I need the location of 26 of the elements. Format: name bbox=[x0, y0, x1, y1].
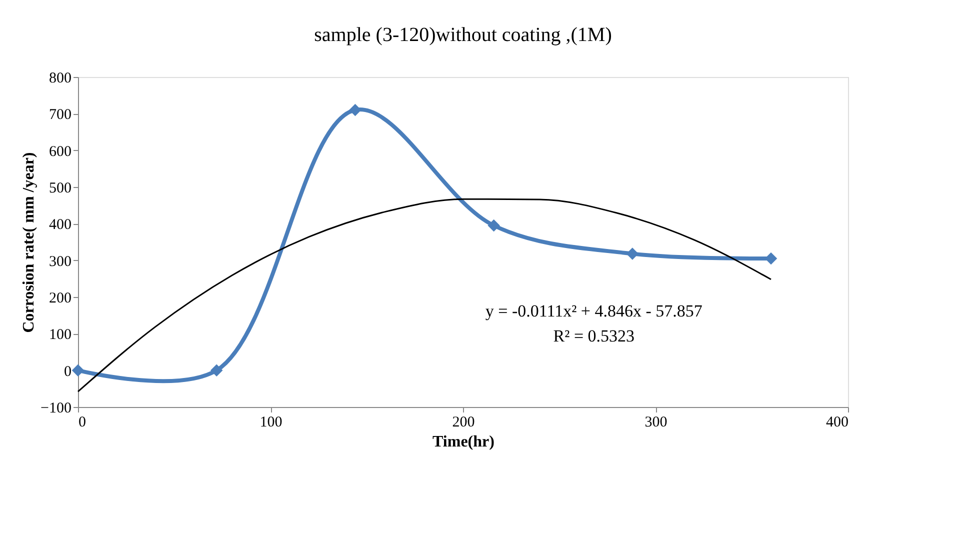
y-tick-label: −100 bbox=[40, 400, 72, 416]
y-tick-label: 300 bbox=[49, 254, 72, 270]
y-tick-label: 800 bbox=[49, 70, 72, 86]
x-tick-label: 200 bbox=[452, 414, 475, 430]
x-tick-label: 300 bbox=[644, 414, 668, 430]
y-tick-label: 100 bbox=[49, 327, 72, 344]
y-tick-label: 600 bbox=[49, 144, 72, 160]
point bbox=[626, 248, 639, 260]
y-tick-label: 200 bbox=[49, 290, 72, 306]
y-tick-label: 0 bbox=[64, 364, 72, 380]
annotation: R² = 0.5323 bbox=[553, 326, 635, 346]
x-axis-title: Time(hr) bbox=[432, 434, 494, 450]
point bbox=[72, 364, 84, 376]
point bbox=[210, 364, 223, 376]
annotation: y = -0.0111x² + 4.846x - 57.857 bbox=[485, 301, 703, 320]
point bbox=[349, 104, 362, 116]
y-axis-title: Corrosion rate( mm /year) bbox=[20, 152, 38, 333]
y-tick-label: 500 bbox=[49, 180, 72, 196]
line-series bbox=[77, 198, 772, 392]
x-tick-label: 100 bbox=[260, 414, 282, 430]
y-tick-label: 700 bbox=[49, 107, 72, 124]
y-tick-label: 400 bbox=[49, 217, 72, 234]
point bbox=[488, 219, 500, 232]
chart-title: sample (3-120)without coating ,(1M) bbox=[314, 24, 612, 46]
x-tick-label: 400 bbox=[826, 414, 848, 430]
x-tick-label: 0 bbox=[78, 414, 86, 430]
